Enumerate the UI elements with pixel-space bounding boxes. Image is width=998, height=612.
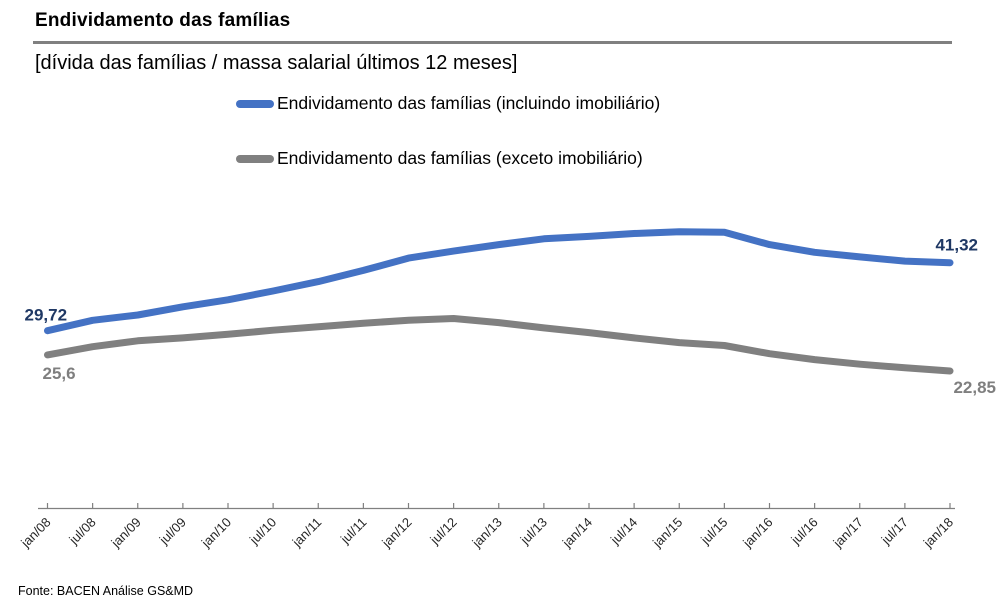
x-tick-label: jan/14 bbox=[559, 515, 595, 551]
x-tick-label: jul/17 bbox=[878, 515, 911, 548]
x-tick-label: jan/18 bbox=[920, 515, 956, 551]
series-line-0 bbox=[44, 228, 954, 335]
x-tick-label: jul/13 bbox=[517, 515, 550, 548]
x-tick-label: jan/16 bbox=[739, 515, 775, 551]
x-tick-label: jul/09 bbox=[156, 515, 189, 548]
x-tick-label: jul/16 bbox=[787, 515, 820, 548]
x-tick-label: jan/10 bbox=[198, 515, 234, 551]
x-tick-label: jan/11 bbox=[289, 515, 325, 551]
x-tick-label: jul/15 bbox=[697, 515, 730, 548]
chart-subtitle: [dívida das famílias / massa salarial úl… bbox=[35, 52, 518, 74]
title-underline bbox=[33, 41, 952, 44]
series-1-start-value-label: 25,6 bbox=[43, 364, 76, 383]
x-tick-label: jul/14 bbox=[607, 515, 640, 548]
legend-item-incluindo-imobiliario: Endividamento das famílias (incluindo im… bbox=[236, 93, 660, 114]
source-note: Fonte: BACEN Análise GS&MD bbox=[18, 584, 194, 598]
x-tick-label: jul/10 bbox=[246, 515, 279, 548]
x-tick-label: jul/11 bbox=[337, 515, 370, 548]
x-tick-label: jan/17 bbox=[830, 515, 866, 551]
legend-item-exceto-imobiliario: Endividamento das famílias (exceto imobi… bbox=[236, 148, 643, 169]
legend-label: Endividamento das famílias (incluindo im… bbox=[277, 93, 661, 113]
x-tick-label: jul/12 bbox=[426, 515, 459, 548]
x-tick-label: jan/08 bbox=[17, 515, 53, 551]
page-title: Endividamento das famílias bbox=[35, 10, 291, 31]
blue-line-marker-icon bbox=[236, 99, 274, 108]
legend-label: Endividamento das famílias (exceto imobi… bbox=[277, 148, 643, 168]
series-0-end-value-label: 41,32 bbox=[935, 236, 978, 255]
series-0-start-value-label: 29,72 bbox=[25, 306, 68, 325]
x-tick-label: jan/09 bbox=[108, 515, 144, 551]
x-tick-label: jan/15 bbox=[649, 515, 685, 551]
x-tick-label: jul/08 bbox=[65, 515, 98, 548]
x-tick-label: jan/12 bbox=[378, 515, 414, 551]
x-tick-label: jan/13 bbox=[469, 515, 505, 551]
series-line-1 bbox=[44, 315, 954, 375]
gray-line-marker-icon bbox=[236, 154, 274, 163]
series-1-end-value-label: 22,85 bbox=[953, 378, 996, 397]
